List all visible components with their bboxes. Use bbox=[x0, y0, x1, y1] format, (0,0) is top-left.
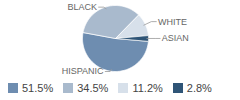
html-text:51.5%: 51.5% bbox=[22, 82, 54, 94]
html-text:11.2%: 11.2% bbox=[132, 82, 163, 94]
svg-text:HISPANIC: HISPANIC bbox=[62, 66, 104, 76]
svg-text:WHITE: WHITE bbox=[158, 16, 187, 26]
svg-text:BLACK: BLACK bbox=[67, 2, 97, 12]
svg-text:ASIAN: ASIAN bbox=[162, 33, 189, 43]
html-text:2.8%: 2.8% bbox=[186, 82, 212, 94]
html-text:34.5%: 34.5% bbox=[77, 82, 109, 94]
